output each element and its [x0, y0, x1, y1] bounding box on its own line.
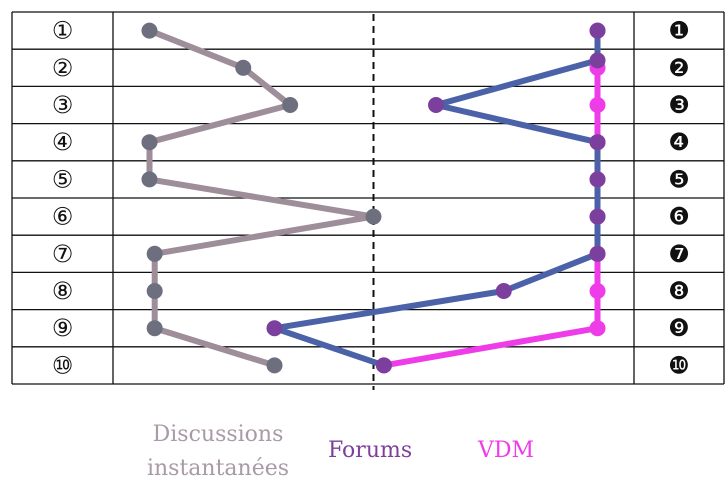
data-point-discussions-instantan-es [141, 171, 158, 188]
data-point-discussions-instantan-es [365, 208, 382, 225]
row-label-left: ⑩ [52, 351, 74, 379]
row-label-right: ❼ [668, 240, 690, 268]
legend-discussions-line2: instantanées [146, 456, 290, 481]
row-labels-right: ❶ ❷ ❸ ❹ ❺ ❻ ❼ ❽ ❾ ❿ [668, 17, 690, 380]
series-line-discussions-instantan-es [146, 27, 377, 369]
data-point-forums [495, 283, 512, 299]
data-point-discussions-instantan-es [146, 245, 163, 262]
row-label-right: ❹ [668, 128, 690, 156]
data-point-discussions-instantan-es [282, 97, 299, 113]
data-point-forums [266, 320, 283, 337]
row-labels-left: ① ② ③ ④ ⑤ ⑥ ⑦ ⑧ ⑨ ⑩ [52, 17, 74, 380]
row-label-right: ❺ [668, 165, 690, 193]
data-point-discussions-instantan-es [266, 357, 283, 374]
data-point-forums [375, 357, 392, 374]
legend-vdm: VDM [478, 438, 535, 463]
row-label-left: ⑧ [52, 277, 74, 305]
table-grid [11, 11, 725, 385]
data-point-forums [589, 134, 606, 151]
data-point-discussions-instantan-es [141, 134, 158, 151]
series-line-forums [271, 27, 601, 369]
data-point-forums [589, 171, 606, 188]
row-label-right: ❷ [668, 54, 690, 82]
data-point-forums [589, 52, 606, 69]
data-point-vdm [589, 97, 606, 113]
data-point-forums [589, 208, 606, 225]
data-point-vdm [589, 283, 606, 299]
series-group [141, 22, 606, 374]
row-label-left: ② [52, 54, 74, 82]
data-point-discussions-instantan-es [146, 320, 163, 337]
row-label-right: ❿ [668, 351, 690, 379]
data-point-forums [589, 22, 606, 39]
row-label-left: ③ [52, 91, 74, 119]
data-point-forums [428, 97, 445, 113]
data-point-discussions-instantan-es [141, 22, 158, 39]
legend-discussions: Discussions instantanées [128, 418, 308, 486]
row-label-left: ⑦ [52, 240, 74, 268]
data-point-forums [589, 245, 606, 262]
row-label-right: ❻ [668, 203, 690, 231]
row-label-right: ❶ [668, 17, 690, 45]
legend-forums: Forums [328, 438, 413, 463]
legend-discussions-line1: Discussions [152, 422, 284, 447]
row-label-right: ❽ [668, 277, 690, 305]
row-label-right: ❾ [668, 314, 690, 342]
row-label-left: ④ [52, 128, 74, 156]
row-label-left: ⑤ [52, 165, 74, 193]
row-label-left: ① [52, 17, 74, 45]
row-label-left: ⑥ [52, 203, 74, 231]
data-point-discussions-instantan-es [146, 283, 163, 299]
row-label-right: ❸ [668, 91, 690, 119]
row-label-left: ⑨ [52, 314, 74, 342]
data-point-discussions-instantan-es [235, 59, 252, 76]
data-point-vdm [589, 320, 606, 337]
